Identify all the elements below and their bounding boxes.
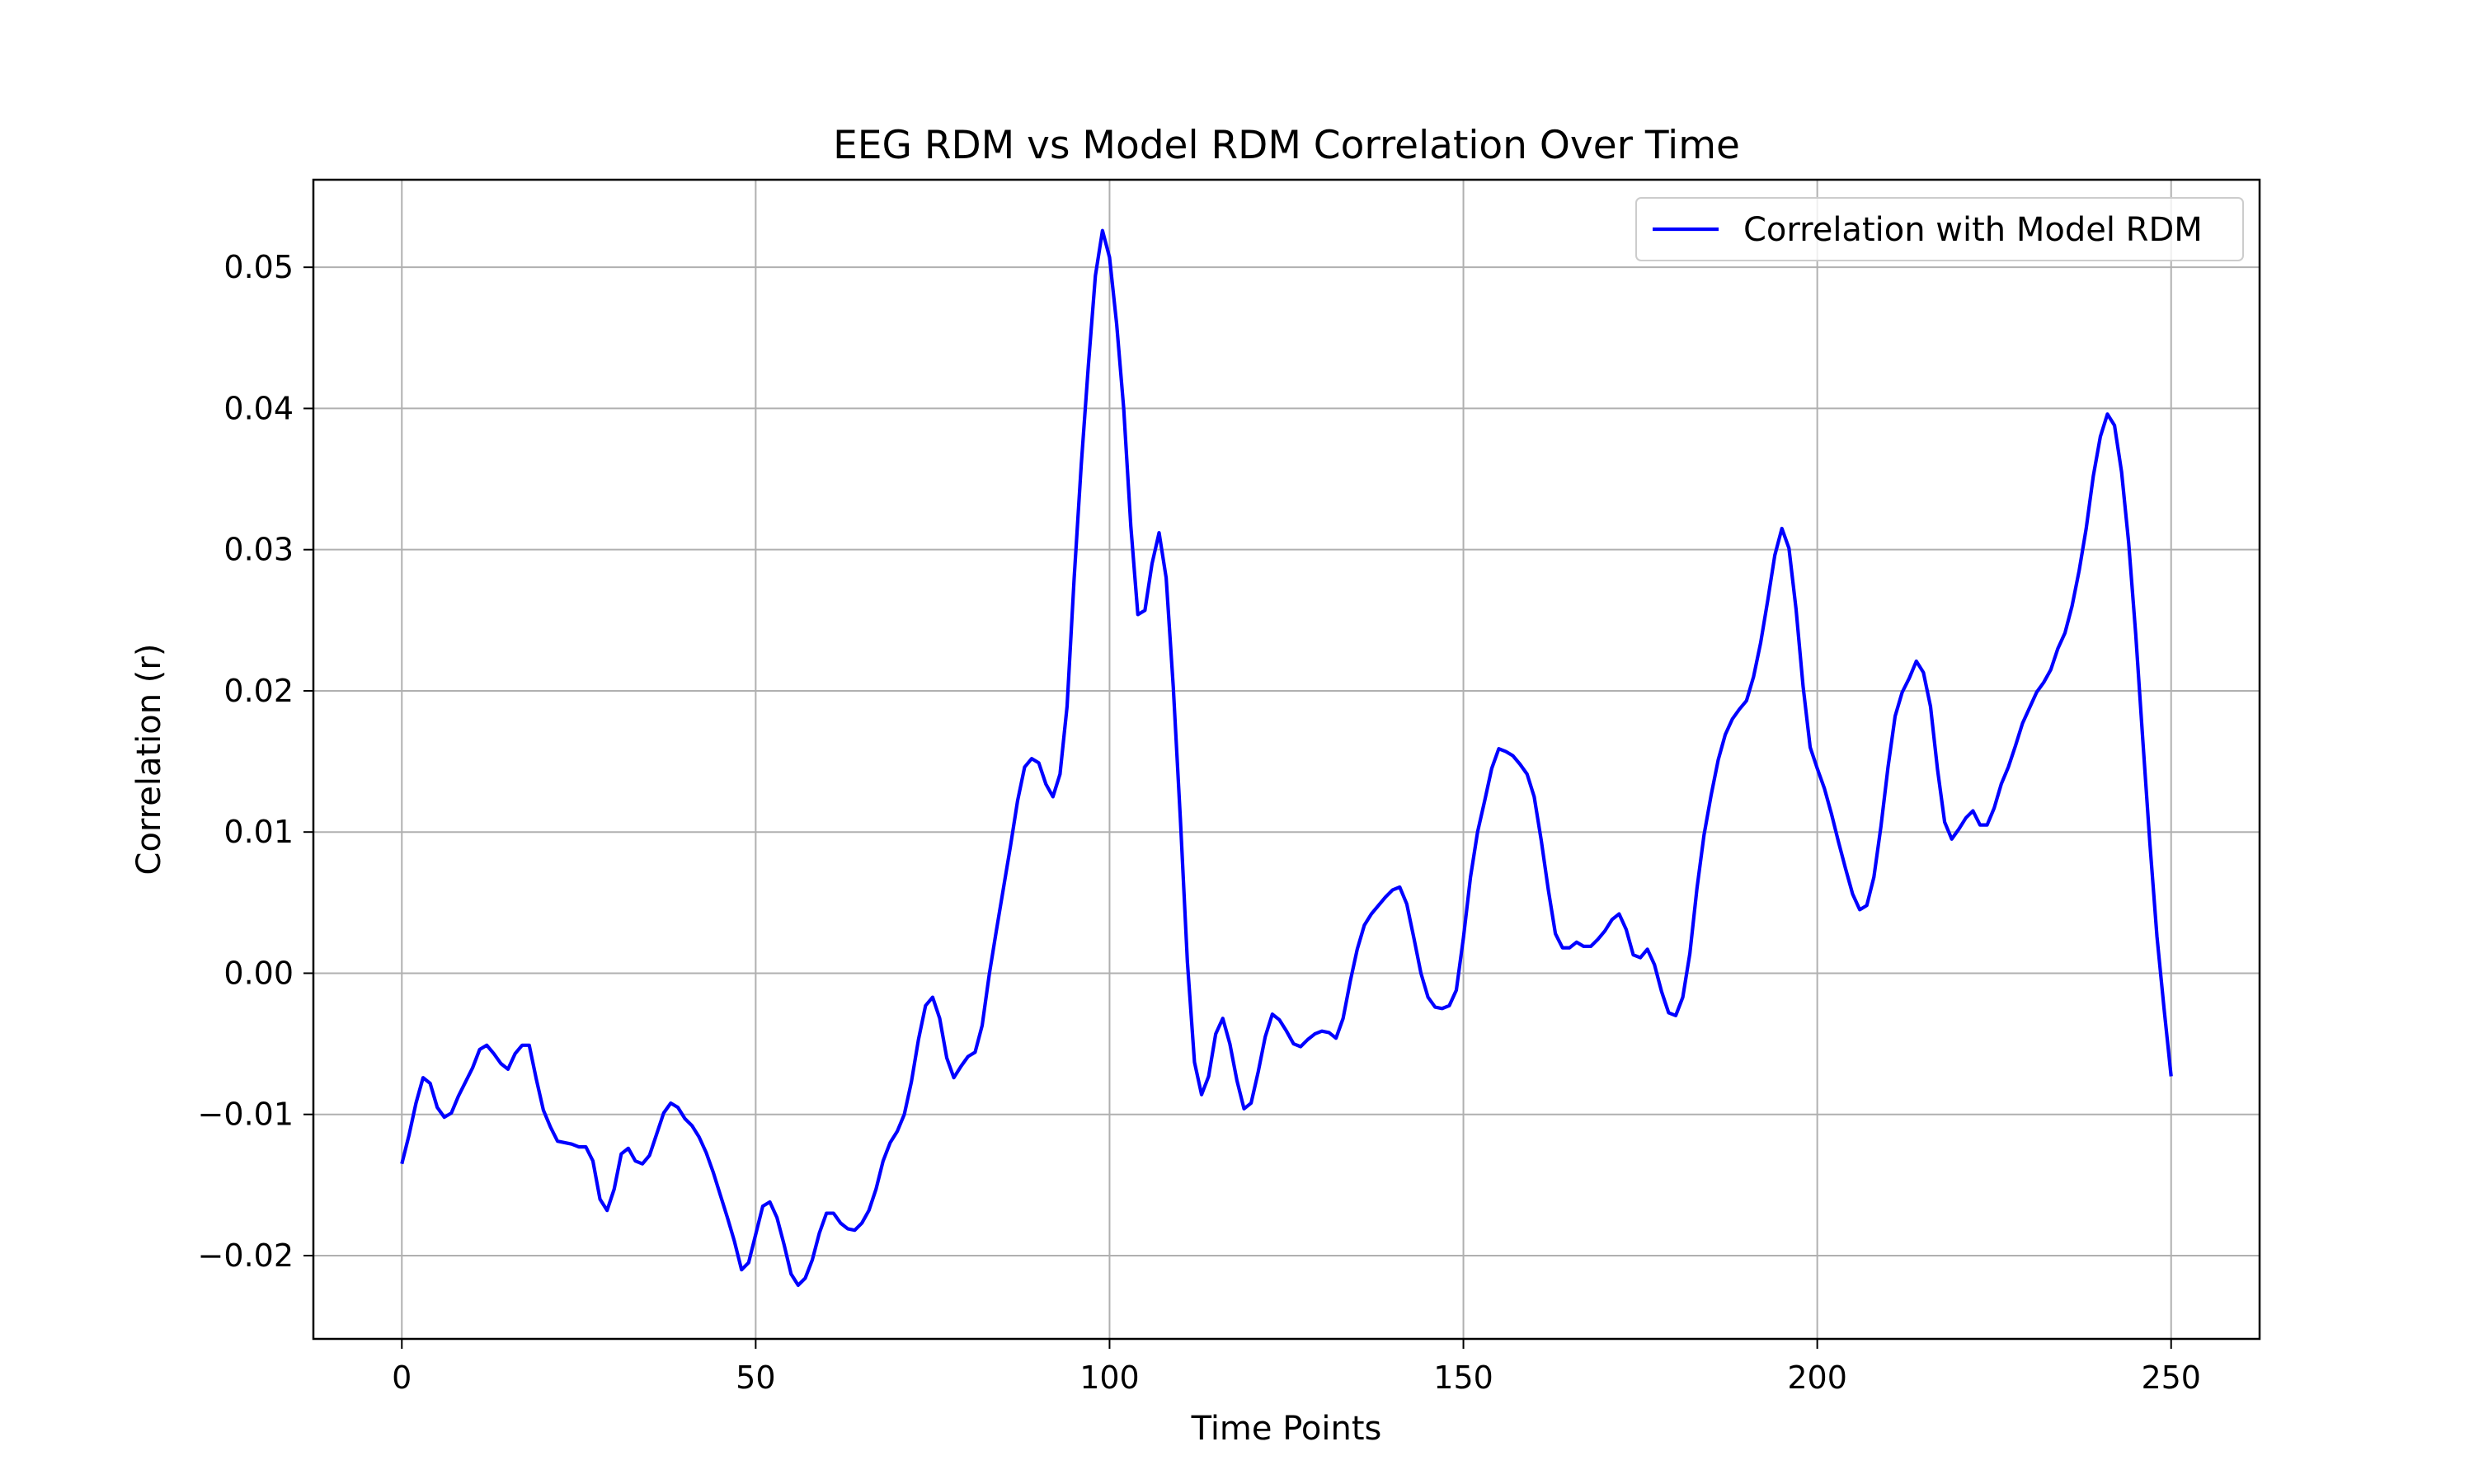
series-line-correlation [400, 228, 2173, 1288]
y-tick-label: 0.05 [223, 249, 294, 285]
y-tick-label: 0.04 [223, 390, 294, 426]
x-tick-label: 0 [392, 1360, 412, 1396]
y-axis-label: Correlation (r) [130, 644, 168, 876]
x-tick-label: 200 [1787, 1360, 1847, 1396]
y-tick-label: 0.01 [223, 814, 294, 850]
plot-area-frame [312, 178, 2261, 1341]
y-tick-label: 0.00 [223, 955, 294, 991]
legend-label-correlation: Correlation with Model RDM [1743, 211, 2203, 249]
chart-title: EEG RDM vs Model RDM Correlation Over Ti… [833, 123, 1740, 168]
y-tick-label: −0.01 [198, 1097, 294, 1133]
x-tick-label: 50 [736, 1360, 775, 1396]
x-gridlines [401, 180, 2172, 1339]
y-axis: −0.02 −0.01 0.00 0.01 0.02 0.03 0.04 0.05 [198, 249, 313, 1274]
y-tick-label: 0.03 [223, 532, 294, 568]
x-tick-label: 150 [1433, 1360, 1493, 1396]
y-tick-label: 0.02 [223, 673, 294, 709]
x-tick-label: 250 [2141, 1360, 2201, 1396]
legend: Correlation with Model RDM [1635, 197, 2244, 261]
x-axis-label: Time Points [1191, 1410, 1382, 1448]
y-tick-label: −0.02 [198, 1237, 294, 1274]
legend-box [1635, 197, 2244, 261]
x-axis: 0 50 100 150 200 250 [392, 1339, 2201, 1396]
y-gridlines [313, 266, 2260, 1256]
x-tick-label: 100 [1079, 1360, 1140, 1396]
